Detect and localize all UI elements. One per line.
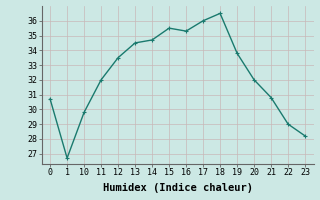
X-axis label: Humidex (Indice chaleur): Humidex (Indice chaleur) xyxy=(103,183,252,193)
